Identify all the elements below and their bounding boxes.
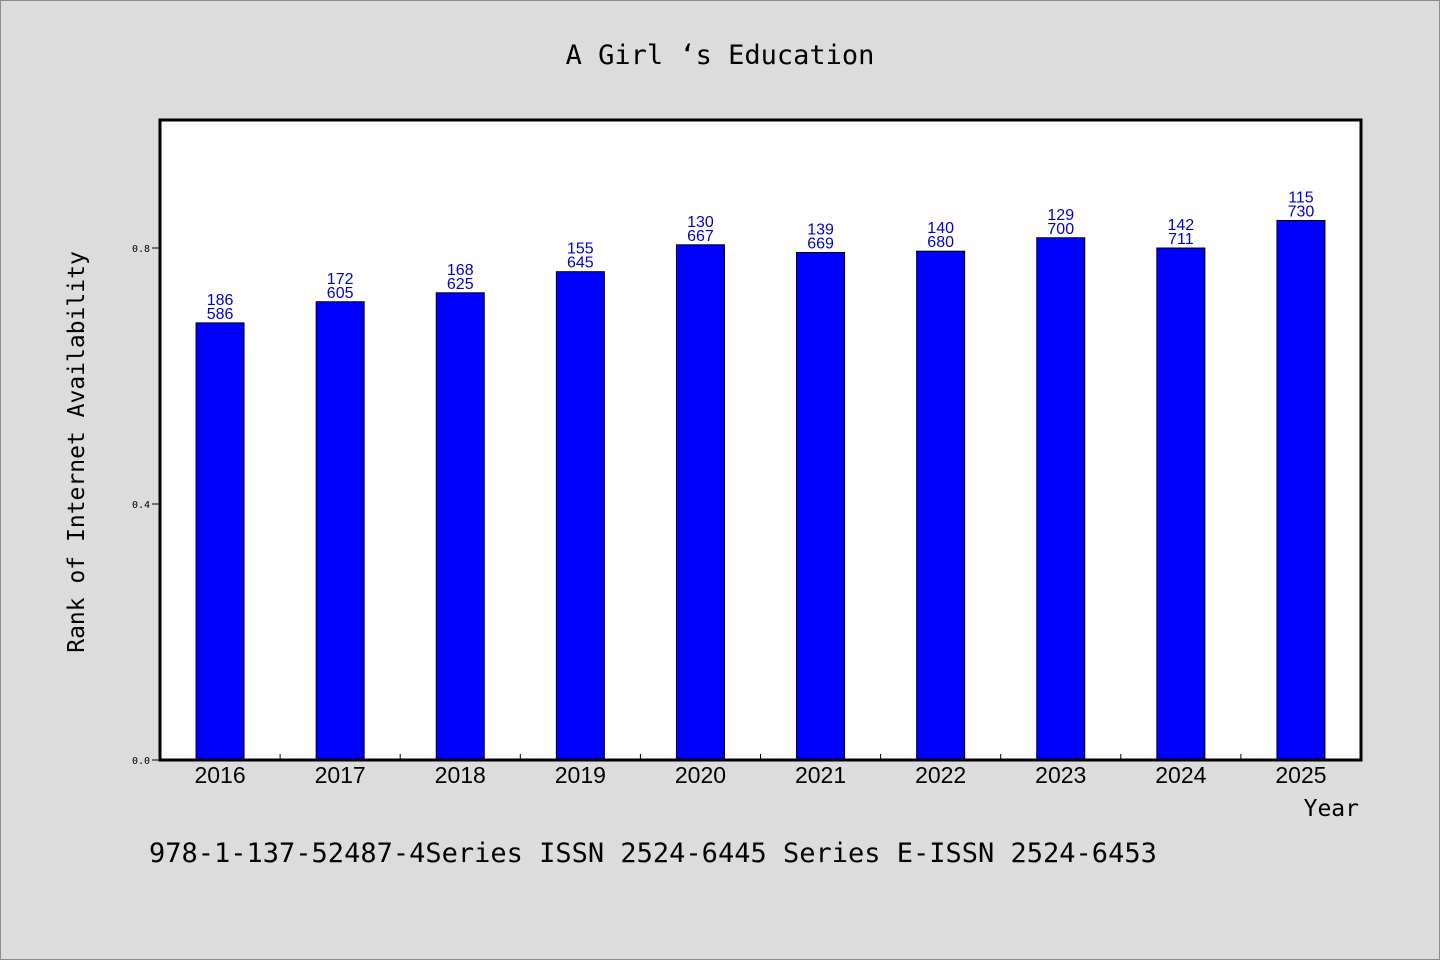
- bar-label-2021-1: 139: [807, 221, 834, 238]
- bar-label-2025-2: 730: [1288, 203, 1315, 220]
- bar-label-2017-2: 605: [327, 285, 354, 302]
- x-tick-label-2023: 2023: [1035, 762, 1086, 788]
- bar-label-2019-1: 155: [567, 241, 594, 258]
- x-tick-label-2019: 2019: [555, 762, 606, 788]
- x-axis-ticks: 2016 2017 2018 2019 2020 2021 2022 2023 2024 2025: [194, 754, 1327, 788]
- bar-label-2016-1: 186: [207, 292, 234, 309]
- bar-2024: [1156, 247, 1206, 761]
- y-axis-ticks: 0.0 0.4 0.8: [132, 244, 160, 767]
- bar-2018: [435, 292, 485, 761]
- bar-label-2025-1: 115: [1288, 189, 1314, 206]
- bar-label-2017-1: 172: [327, 271, 354, 288]
- bar-label-2024-2: 711: [1168, 231, 1194, 248]
- x-tick-label-2016: 2016: [194, 762, 245, 788]
- x-tick-label-2021: 2021: [795, 762, 846, 788]
- bars-group: [195, 219, 1326, 761]
- x-tick-label-2022: 2022: [915, 762, 966, 788]
- y-axis-title: Rank of Internet Availability: [64, 251, 90, 653]
- bar-label-2018-2: 625: [447, 276, 474, 293]
- bar-2022: [916, 250, 966, 761]
- bar-label-2020-1: 130: [687, 214, 714, 231]
- bar-2021: [796, 251, 846, 761]
- bar-label-2021-2: 669: [807, 235, 834, 252]
- y-tick-label-0.8: 0.8: [132, 244, 150, 255]
- footer-isbn-issn: 978-1-137-52487-4Series ISSN 2524-6445 S…: [149, 838, 1157, 869]
- bar-label-2018-1: 168: [447, 262, 474, 279]
- bar-label-2016-2: 586: [207, 306, 234, 323]
- x-tick-label-2018: 2018: [435, 762, 486, 788]
- bar-label-2022-1: 140: [927, 220, 954, 237]
- bar-label-2019-2: 645: [567, 255, 594, 272]
- y-tick-label-0.4: 0.4: [132, 500, 150, 511]
- bar-label-2023-1: 129: [1047, 207, 1074, 224]
- bar-2019: [555, 271, 605, 761]
- x-tick-label-2024: 2024: [1155, 762, 1206, 788]
- bar-label-2023-2: 700: [1047, 221, 1074, 238]
- bar-2016: [195, 322, 245, 761]
- bar-label-2024-1: 142: [1167, 217, 1194, 234]
- plot-border: [158, 118, 1363, 762]
- x-tick-label-2017: 2017: [315, 762, 366, 788]
- bar-2023: [1036, 237, 1086, 761]
- x-tick-label-2025: 2025: [1275, 762, 1326, 788]
- y-tick-label-0.0: 0.0: [132, 756, 150, 767]
- bar-2017: [315, 301, 365, 761]
- bar-2020: [675, 244, 725, 761]
- x-tick-label-2020: 2020: [675, 762, 726, 788]
- x-axis-title: Year: [1304, 796, 1359, 822]
- bar-label-2020-2: 667: [687, 228, 714, 245]
- chart-title: A Girl ‘s Education: [566, 40, 875, 71]
- bar-label-2022-2: 680: [927, 234, 954, 251]
- bar-2025: [1276, 219, 1326, 761]
